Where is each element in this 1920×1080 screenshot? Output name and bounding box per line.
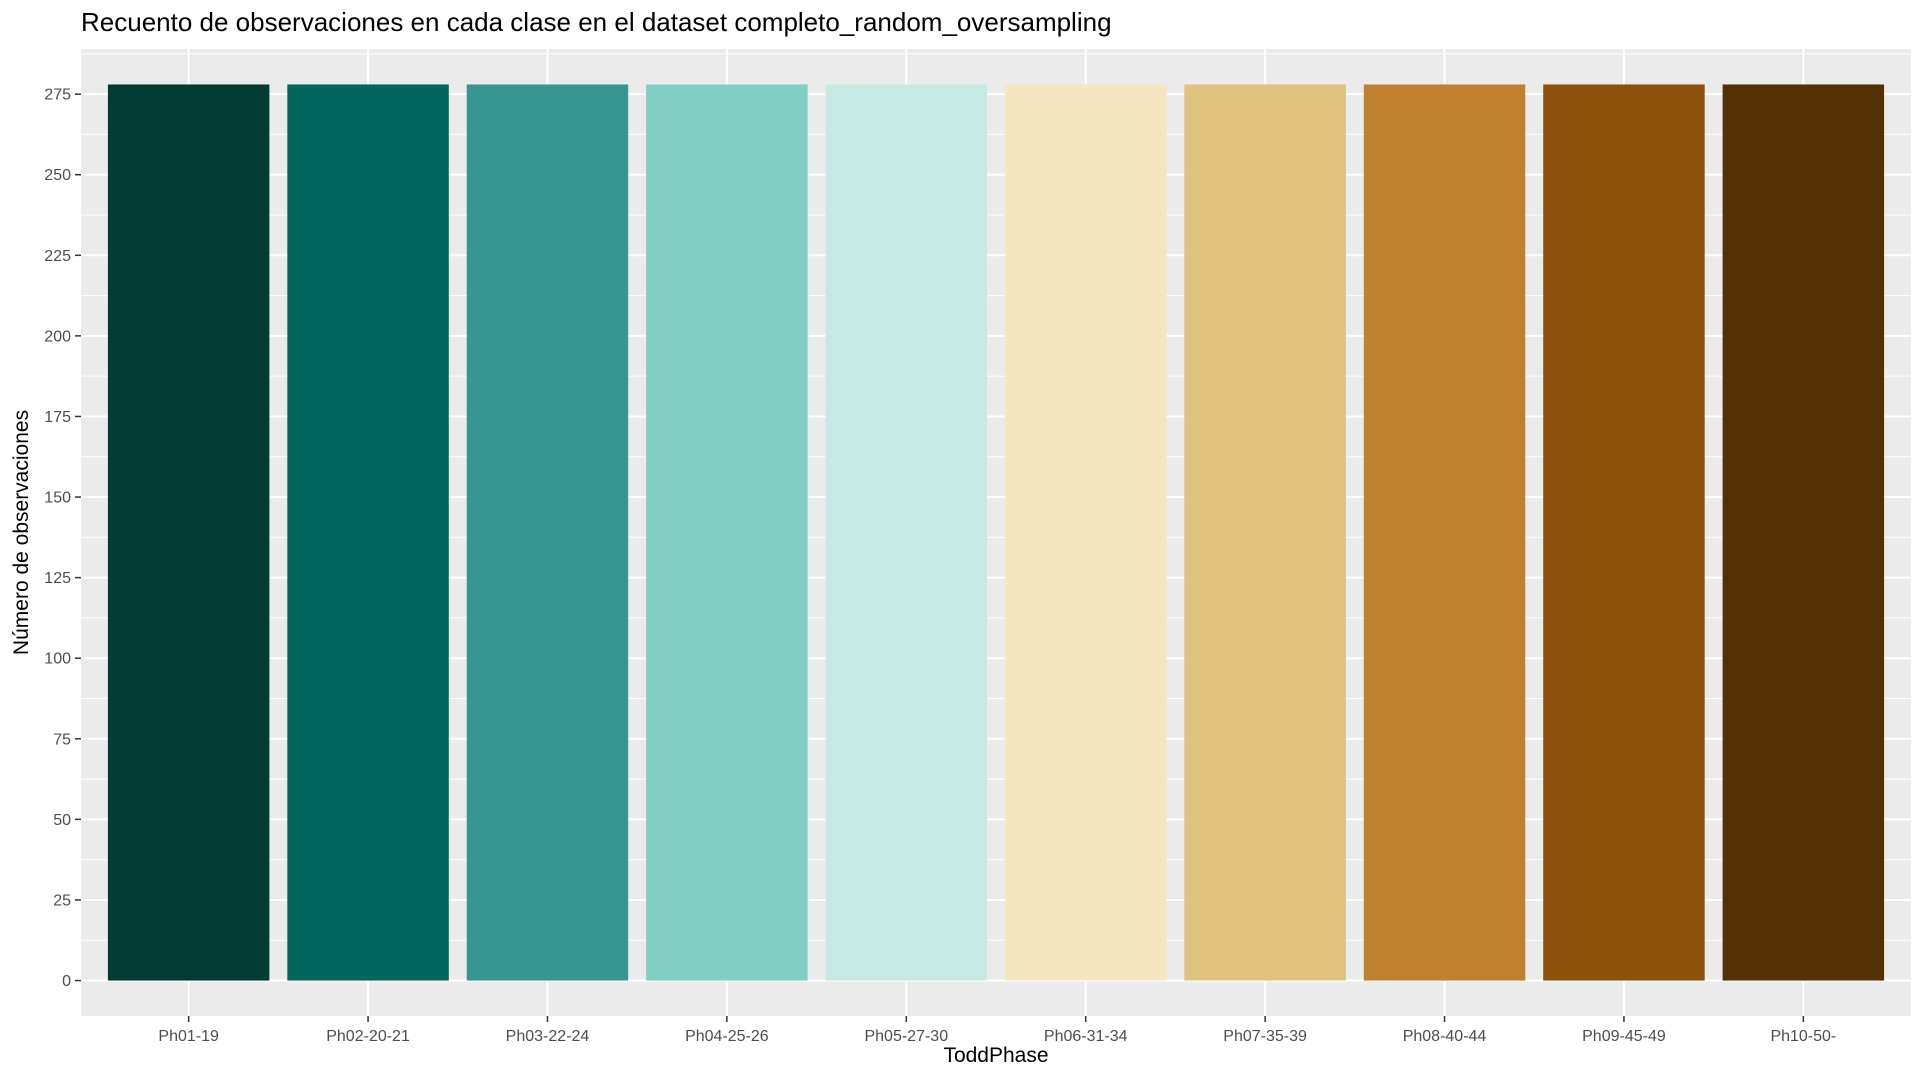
y-tick-label: 50 [53,812,71,829]
y-tick-label: 200 [44,328,71,345]
x-tick-label: Ph08-40-44 [1403,1028,1487,1045]
y-tick-label: 100 [44,651,71,668]
y-axis-title: Número de observaciones [10,410,33,655]
x-tick-label: Ph09-45-49 [1582,1028,1666,1045]
y-tick-label: 0 [62,973,71,990]
chart-title: Recuento de observaciones en cada clase … [81,7,1112,37]
x-tick-label: Ph02-20-21 [326,1028,410,1045]
x-tick-label: Ph01-19 [158,1028,219,1045]
bars-group [107,84,1885,981]
y-axis: 0 25 50 75 100 125 150 175 200 225 250 275 [44,87,81,990]
bar-Ph01-19 [107,84,270,981]
x-tick-label: Ph06-31-34 [1044,1028,1128,1045]
bar-Ph09-45-49 [1543,84,1705,981]
y-tick-label: 75 [53,731,71,748]
y-tick-label: 125 [44,570,71,587]
y-tick-label: 250 [44,167,71,184]
x-tick-label: Ph10-50- [1770,1028,1836,1045]
x-tick-label: Ph04-25-26 [685,1028,769,1045]
bar-Ph02-20-21 [287,84,449,981]
bar-Ph08-40-44 [1363,84,1526,981]
y-tick-label: 25 [53,892,71,909]
bar-Ph10-50- [1722,84,1885,981]
x-axis: Ph01-19 Ph02-20-21 Ph03-22-24 Ph04-25-26 Ph0… [158,1016,1836,1045]
y-tick-label: 275 [44,87,71,104]
bar-Ph04-25-26 [646,84,808,981]
y-tick-label: 175 [44,409,71,426]
x-tick-label: Ph03-22-24 [506,1028,590,1045]
x-tick-label: Ph05-27-30 [864,1028,948,1045]
bar-Ph05-27-30 [825,84,988,981]
x-axis-title: ToddPhase [943,1044,1048,1067]
bar-Ph03-22-24 [466,84,629,981]
bar-Ph07-35-39 [1184,84,1346,981]
y-tick-label: 150 [44,490,71,507]
x-tick-label: Ph07-35-39 [1223,1028,1307,1045]
y-tick-label: 225 [44,248,71,265]
bar-Ph06-31-34 [1004,84,1167,981]
